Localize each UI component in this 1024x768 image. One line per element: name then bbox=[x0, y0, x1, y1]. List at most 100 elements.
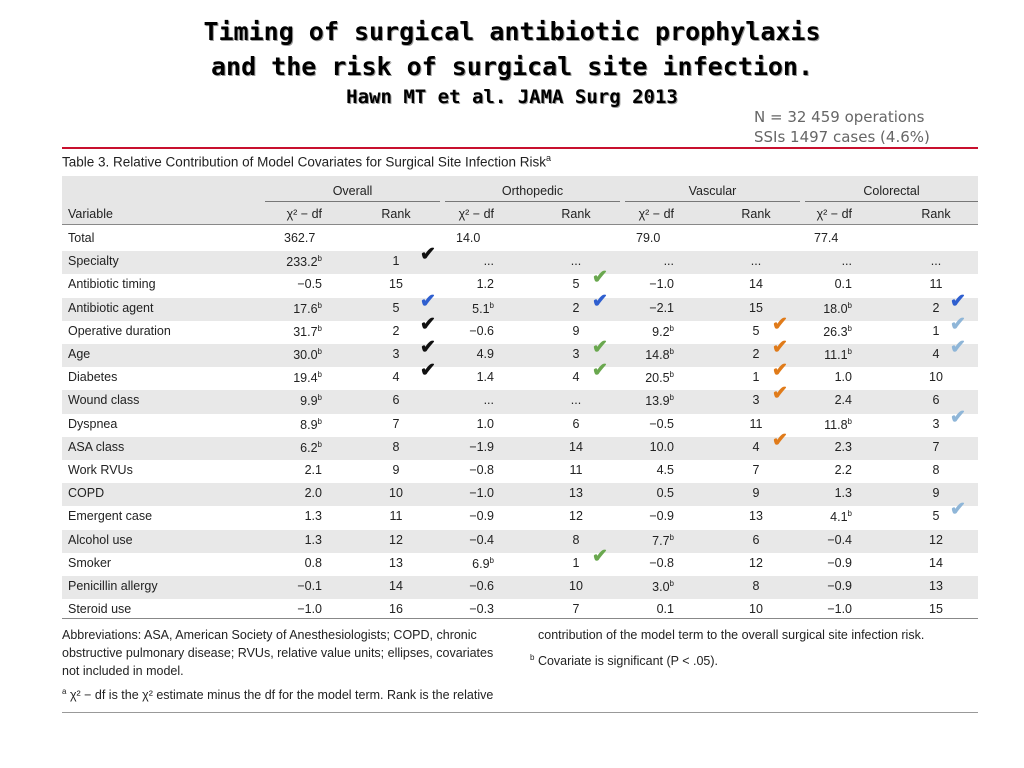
chi-value: 2.1 bbox=[304, 463, 322, 477]
table-row-stripe bbox=[62, 251, 978, 275]
variable-name: Antibiotic timing bbox=[68, 277, 156, 292]
rank-value: 1 bbox=[752, 370, 760, 385]
rank-value: 9 bbox=[932, 486, 940, 501]
table-header bbox=[62, 176, 978, 224]
chi-value: 2.2 bbox=[834, 463, 852, 477]
variable-name: Emergent case bbox=[68, 509, 153, 524]
chi-value: 17.6b bbox=[293, 300, 322, 316]
chi-header: χ² − df bbox=[458, 207, 494, 221]
checkmark-icon: ✔ bbox=[950, 406, 966, 428]
table-row-stripe bbox=[62, 529, 978, 553]
variable-name: Alcohol use bbox=[68, 532, 133, 547]
rank-value: 14 bbox=[569, 439, 583, 454]
chi-value: 26.3b bbox=[823, 323, 852, 339]
footnote-b-text: Covariate is significant (P < .05). bbox=[537, 654, 718, 669]
slide-title-line2: and the risk of surgical site infection. bbox=[210, 52, 814, 81]
rank-value: 7 bbox=[752, 463, 760, 477]
rank-value: 13 bbox=[749, 509, 763, 524]
rank-value: 5 bbox=[572, 277, 580, 292]
chi-value: ... bbox=[483, 254, 494, 269]
rank-value: 1 bbox=[932, 323, 940, 338]
chi-value: −0.8 bbox=[649, 555, 674, 570]
chi-header: χ² − df bbox=[638, 207, 674, 221]
table-caption-footnote-marker: a bbox=[545, 153, 551, 163]
chi-value: 6.9b bbox=[472, 555, 494, 571]
rank-header: Rank bbox=[561, 207, 591, 221]
chi-value: 2.0 bbox=[304, 486, 322, 501]
variable-name: Work RVUs bbox=[68, 463, 133, 477]
variable-header: Variable bbox=[68, 207, 113, 221]
chi-value: 2.4 bbox=[834, 393, 852, 408]
chi-value: −0.4 bbox=[827, 532, 852, 547]
group-header-overall: Overall bbox=[332, 184, 373, 198]
operations-count: N = 32 459 operations bbox=[754, 108, 925, 126]
rank-value: 12 bbox=[389, 532, 403, 547]
chi-value: 9.2b bbox=[652, 323, 674, 339]
rank-value: 6 bbox=[752, 532, 760, 547]
chi-value: 20.5b bbox=[645, 370, 674, 386]
variable-name: Steroid use bbox=[68, 602, 132, 617]
checkmark-icon: ✔ bbox=[950, 337, 966, 358]
footnote-a-text: χ² − df is the χ² estimate minus the df … bbox=[69, 688, 494, 703]
chi-value: 11.8b bbox=[824, 416, 852, 432]
chi-value: −1.9 bbox=[469, 439, 494, 454]
chi-value: 14.8b bbox=[645, 347, 674, 363]
rank-value: 11 bbox=[929, 277, 943, 292]
chi-value: 8.9b bbox=[300, 416, 322, 432]
variable-name: COPD bbox=[68, 486, 105, 501]
variable-name: Smoker bbox=[68, 555, 112, 570]
footnote-abbreviations: Abbreviations: ASA, American Society of … bbox=[62, 628, 494, 678]
chi-value: −0.6 bbox=[469, 323, 494, 338]
rank-value: 12 bbox=[929, 532, 943, 547]
checkmark-icon: ✔ bbox=[592, 360, 608, 382]
rank-value: 6 bbox=[572, 416, 580, 431]
variable-name: Operative duration bbox=[68, 323, 171, 338]
rank-value: 3 bbox=[752, 393, 760, 408]
rank-value: 1 bbox=[392, 254, 400, 269]
chi-value: −1.0 bbox=[827, 602, 852, 617]
variable-name: Specialty bbox=[68, 254, 119, 269]
chi-value: 30.0b bbox=[293, 347, 322, 363]
chi-value: −1.0 bbox=[469, 486, 494, 501]
chi-header: χ² − df bbox=[286, 207, 322, 221]
group-header-underline bbox=[265, 201, 440, 202]
rank-value: 14 bbox=[389, 579, 403, 593]
chi-value: 0.8 bbox=[304, 555, 322, 570]
checkmark-icon: ✔ bbox=[420, 290, 436, 312]
chi-value: 1.3 bbox=[834, 486, 852, 501]
slide-title-line1: Timing of surgical antibiotic prophylaxi… bbox=[203, 17, 821, 46]
checkmark-icon: ✔ bbox=[772, 429, 788, 451]
chi-value: 3.0b bbox=[652, 579, 674, 595]
rank-value: 3 bbox=[572, 347, 580, 361]
rank-value: 4 bbox=[752, 439, 760, 454]
total-value: 79.0 bbox=[636, 231, 661, 245]
checkmark-icon: ✔ bbox=[592, 545, 608, 567]
chi-value: 1.0 bbox=[476, 416, 494, 431]
table-row-stripe bbox=[62, 436, 978, 460]
rank-value: 13 bbox=[929, 579, 943, 593]
footnote-b-marker: b bbox=[530, 653, 535, 662]
chi-value: −1.0 bbox=[297, 602, 322, 617]
rank-value: ... bbox=[570, 254, 582, 269]
rank-value: 3 bbox=[392, 347, 400, 361]
checkmark-icon: ✔ bbox=[772, 337, 788, 358]
rank-value: 12 bbox=[749, 555, 763, 570]
chi-value: 11.1b bbox=[824, 347, 852, 363]
chi-value: 10.0 bbox=[649, 439, 674, 454]
variable-name: Penicillin allergy bbox=[68, 579, 158, 593]
variable-name: Dyspnea bbox=[68, 416, 118, 431]
rank-value: 7 bbox=[932, 439, 940, 454]
variable-name: Wound class bbox=[68, 393, 140, 408]
rank-value: 9 bbox=[572, 323, 580, 338]
chi-value: 4.1b bbox=[830, 509, 852, 525]
checkmark-icon: ✔ bbox=[592, 267, 608, 289]
chi-value: 233.2b bbox=[286, 254, 322, 270]
chi-value: −0.5 bbox=[297, 277, 322, 292]
rank-value: 9 bbox=[392, 463, 400, 477]
rank-value: 13 bbox=[389, 555, 403, 570]
chi-value: −0.4 bbox=[469, 532, 494, 547]
table-row-stripe bbox=[62, 390, 978, 414]
chi-value: 0.5 bbox=[656, 486, 674, 501]
rank-value: 14 bbox=[749, 277, 763, 292]
rank-value: 6 bbox=[392, 393, 400, 408]
